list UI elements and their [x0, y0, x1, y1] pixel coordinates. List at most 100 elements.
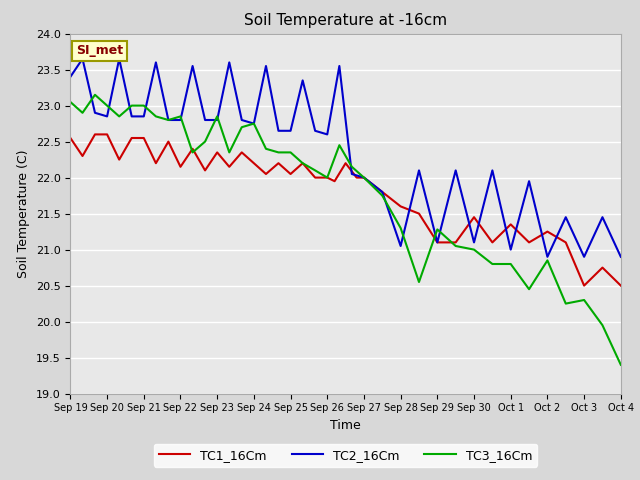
TC3_16Cm — [115, 113, 123, 119]
TC1_16Cm — [275, 160, 282, 166]
TC3_16Cm — [323, 175, 331, 180]
TC2_16Cm — [275, 128, 282, 133]
TC3_16Cm — [348, 164, 356, 169]
TC3_16Cm — [415, 279, 423, 285]
TC1_16Cm — [353, 175, 360, 180]
TC3_16Cm — [507, 261, 515, 267]
TC2_16Cm — [177, 117, 184, 123]
TC1_16Cm — [67, 135, 74, 141]
TC2_16Cm — [103, 113, 111, 119]
TC3_16Cm — [543, 257, 551, 263]
TC3_16Cm — [488, 261, 496, 267]
TC3_16Cm — [397, 225, 404, 231]
TC3_16Cm — [452, 243, 460, 249]
TC1_16Cm — [152, 160, 160, 166]
TC2_16Cm — [598, 215, 606, 220]
TC2_16Cm — [152, 60, 160, 65]
TC3_16Cm — [238, 124, 246, 130]
TC3_16Cm — [164, 117, 172, 123]
TC1_16Cm — [238, 149, 246, 155]
TC2_16Cm — [470, 240, 478, 245]
TC2_16Cm — [415, 168, 423, 173]
TC1_16Cm — [213, 149, 221, 155]
TC3_16Cm — [470, 247, 478, 252]
TC2_16Cm — [189, 63, 196, 69]
TC1_16Cm — [342, 160, 349, 166]
TC1_16Cm — [323, 175, 331, 180]
TC2_16Cm — [79, 56, 86, 61]
TC2_16Cm — [128, 113, 136, 119]
TC2_16Cm — [348, 171, 356, 177]
TC1_16Cm — [397, 204, 404, 209]
TC1_16Cm — [79, 153, 86, 159]
TC1_16Cm — [103, 132, 111, 137]
TC1_16Cm — [525, 240, 533, 245]
TC3_16Cm — [250, 120, 258, 126]
TC1_16Cm — [189, 146, 196, 152]
TC1_16Cm — [360, 175, 368, 180]
TC3_16Cm — [311, 168, 319, 173]
TC3_16Cm — [91, 92, 99, 97]
TC3_16Cm — [525, 286, 533, 292]
TC2_16Cm — [115, 56, 123, 61]
TC2_16Cm — [262, 63, 270, 69]
TC2_16Cm — [617, 254, 625, 260]
TC3_16Cm — [201, 139, 209, 144]
TC3_16Cm — [213, 113, 221, 119]
TC1_16Cm — [452, 240, 460, 245]
TC1_16Cm — [470, 215, 478, 220]
TC3_16Cm — [617, 362, 625, 368]
X-axis label: Time: Time — [330, 419, 361, 432]
TC1_16Cm — [488, 240, 496, 245]
TC1_16Cm — [617, 283, 625, 288]
TC1_16Cm — [250, 160, 258, 166]
TC1_16Cm — [580, 283, 588, 288]
Line: TC1_16Cm: TC1_16Cm — [70, 134, 621, 286]
TC1_16Cm — [91, 132, 99, 137]
TC1_16Cm — [311, 175, 319, 180]
TC1_16Cm — [262, 171, 270, 177]
TC1_16Cm — [562, 240, 570, 245]
Line: TC2_16Cm: TC2_16Cm — [70, 59, 621, 257]
TC1_16Cm — [177, 164, 184, 169]
TC1_16Cm — [225, 164, 233, 169]
TC2_16Cm — [250, 120, 258, 126]
TC2_16Cm — [323, 132, 331, 137]
TC2_16Cm — [378, 189, 386, 195]
TC1_16Cm — [433, 240, 441, 245]
TC3_16Cm — [360, 175, 368, 180]
TC2_16Cm — [225, 60, 233, 65]
TC3_16Cm — [378, 192, 386, 198]
TC1_16Cm — [331, 179, 339, 184]
TC2_16Cm — [164, 117, 172, 123]
TC2_16Cm — [452, 168, 460, 173]
TC3_16Cm — [177, 113, 184, 119]
Title: Soil Temperature at -16cm: Soil Temperature at -16cm — [244, 13, 447, 28]
TC3_16Cm — [275, 149, 282, 155]
TC1_16Cm — [287, 171, 294, 177]
TC2_16Cm — [433, 240, 441, 245]
TC1_16Cm — [598, 264, 606, 270]
TC3_16Cm — [335, 143, 343, 148]
TC2_16Cm — [488, 168, 496, 173]
TC2_16Cm — [299, 77, 307, 83]
TC3_16Cm — [103, 103, 111, 108]
TC2_16Cm — [360, 175, 368, 180]
TC1_16Cm — [140, 135, 148, 141]
Text: SI_met: SI_met — [76, 44, 123, 58]
TC3_16Cm — [562, 300, 570, 306]
TC3_16Cm — [189, 149, 196, 155]
TC2_16Cm — [238, 117, 246, 123]
TC1_16Cm — [507, 221, 515, 227]
TC2_16Cm — [213, 117, 221, 123]
TC3_16Cm — [580, 297, 588, 303]
TC3_16Cm — [140, 103, 148, 108]
TC2_16Cm — [140, 113, 148, 119]
TC3_16Cm — [225, 149, 233, 155]
TC2_16Cm — [335, 63, 343, 69]
Y-axis label: Soil Temperature (C): Soil Temperature (C) — [17, 149, 30, 278]
TC3_16Cm — [79, 110, 86, 116]
TC2_16Cm — [562, 215, 570, 220]
TC3_16Cm — [598, 323, 606, 328]
Line: TC3_16Cm: TC3_16Cm — [70, 95, 621, 365]
